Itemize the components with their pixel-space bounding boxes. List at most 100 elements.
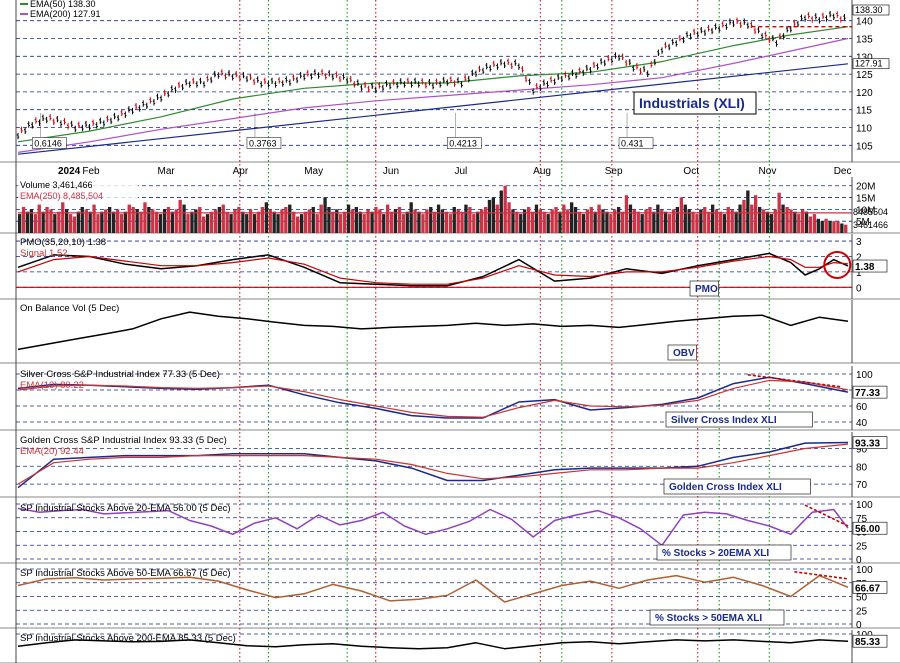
volume-bar xyxy=(386,204,390,233)
y-tick-label: 70 xyxy=(856,480,868,491)
volume-bar xyxy=(225,211,229,233)
volume-bar xyxy=(37,204,41,233)
volume-bar xyxy=(339,214,343,233)
volume-bar xyxy=(816,218,821,233)
series-line-silver_cross xyxy=(17,379,849,418)
volume-bar xyxy=(92,204,96,233)
volume-bar xyxy=(292,211,296,233)
right-value-box-pct_above_50ema xyxy=(852,581,888,594)
volume-bar xyxy=(72,216,77,233)
volume-bar xyxy=(343,211,347,233)
volume-bar xyxy=(769,214,774,233)
title-box xyxy=(633,91,757,115)
volume-bar xyxy=(472,214,476,233)
volume-bar xyxy=(327,207,331,233)
right-value-label-pct_above_50ema: 66.67 xyxy=(855,583,880,594)
right-value-box-golden_cross xyxy=(852,436,888,449)
volume-bar xyxy=(135,209,139,233)
volume-bar xyxy=(538,209,543,233)
y-tick-label: 80 xyxy=(856,462,868,473)
volume-bar xyxy=(730,209,734,233)
volume-bar xyxy=(499,190,503,233)
series-line-price xyxy=(17,37,849,153)
volume-bar xyxy=(139,211,143,233)
volume-bar xyxy=(495,204,499,233)
volume-bar xyxy=(170,211,175,233)
pivot-label: 0.3763 xyxy=(249,139,277,149)
volume-bar xyxy=(468,207,472,233)
labels-layer: 14013513012512011511010520M15M10M5M32101… xyxy=(18,0,890,648)
label-box-pct_above_20ema xyxy=(656,544,792,561)
pivot-box xyxy=(246,137,282,149)
volume-bar xyxy=(18,214,22,233)
y-tick-label: 100 xyxy=(856,565,873,576)
right-value-label-silver_cross: 77.33 xyxy=(855,388,880,399)
series-line-price xyxy=(17,63,849,155)
volume-bar xyxy=(84,209,88,233)
x-axis-label: Sep xyxy=(605,166,623,177)
right-value-box-pmo xyxy=(852,259,888,273)
volume-bar xyxy=(675,207,680,233)
volume-bar xyxy=(801,209,805,233)
volume-bar xyxy=(29,209,34,233)
volume-bar xyxy=(323,197,327,233)
volume-bar xyxy=(695,214,699,233)
volume-bar xyxy=(683,204,687,233)
x-axis-label: Jul xyxy=(454,166,467,177)
volume-bar xyxy=(452,207,456,233)
volume-bar xyxy=(483,207,488,233)
volume-bar xyxy=(252,214,257,233)
volume-bar xyxy=(832,221,836,233)
volume-bar xyxy=(617,207,621,233)
volume-bar xyxy=(440,209,445,233)
volume-bar xyxy=(605,211,609,233)
volume-bar xyxy=(464,204,468,233)
x-axis-label: Dec xyxy=(834,166,852,177)
y-tick-label: 10M xyxy=(856,205,875,216)
y-tick-label: 1 xyxy=(856,268,862,279)
volume-bar xyxy=(573,207,578,233)
pivot-box xyxy=(32,137,67,149)
volume-bar xyxy=(613,209,617,233)
volume-bar xyxy=(80,207,84,233)
volume-bar xyxy=(182,204,186,233)
volume-bar xyxy=(687,209,691,233)
volume-bar xyxy=(237,207,241,233)
y-tick-label: 105 xyxy=(856,141,873,152)
legend-obv: On Balance Vol (5 Dec) xyxy=(20,303,119,314)
volume-legend: Volume 3,461,466 xyxy=(20,180,93,190)
y-tick-label: 100 xyxy=(856,370,873,381)
volume-bar xyxy=(511,209,515,233)
legend-ema50: EMA(50) 138.30 xyxy=(30,0,96,9)
volume-bar xyxy=(96,214,100,233)
volume-bar xyxy=(527,207,531,233)
volume-bar xyxy=(397,207,402,233)
pct50-trendline xyxy=(794,570,849,580)
volume-bar xyxy=(268,209,272,233)
volume-bar xyxy=(742,199,746,233)
pivot-label: 0.6146 xyxy=(34,139,62,149)
y-tick-label: 110 xyxy=(856,124,872,135)
volume-bar xyxy=(460,211,464,233)
right-value-box-pct_above_200ema xyxy=(852,634,888,648)
volume-bar xyxy=(570,202,574,233)
volume-bar xyxy=(781,204,785,233)
volume-bar xyxy=(519,214,523,233)
volume-bar xyxy=(108,207,112,233)
volume-bar xyxy=(456,209,460,233)
volume-bar xyxy=(147,207,151,233)
pmo-crossover-circle xyxy=(823,250,852,279)
volume-bar xyxy=(280,209,284,233)
silver-trendline xyxy=(747,374,841,388)
label-box-obv xyxy=(667,344,697,361)
volume-bar xyxy=(221,204,225,233)
volume-bar xyxy=(421,214,425,233)
volume-bar xyxy=(362,214,366,233)
right-value-label-pmo: 1.38 xyxy=(855,262,875,273)
volume-bar xyxy=(734,211,738,233)
volume-bar xyxy=(417,211,421,233)
volume-bar xyxy=(303,211,308,233)
volume-bar xyxy=(393,209,398,233)
x-axis-label: Jun xyxy=(383,166,399,177)
